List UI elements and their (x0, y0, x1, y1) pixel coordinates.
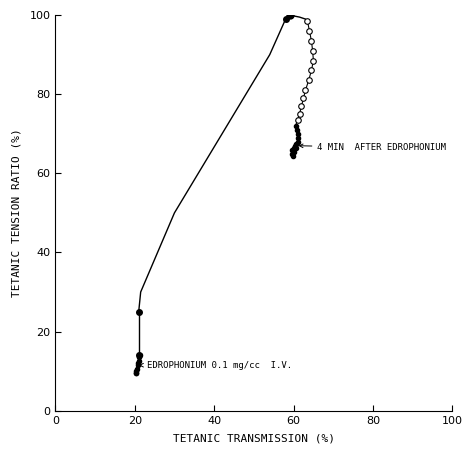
Y-axis label: TETANIC TENSION RATIO (%): TETANIC TENSION RATIO (%) (11, 128, 21, 297)
Text: 4 MIN  AFTER EDROPHONIUM: 4 MIN AFTER EDROPHONIUM (300, 143, 447, 152)
Text: EDROPHONIUM 0.1 mg/cc  I.V.: EDROPHONIUM 0.1 mg/cc I.V. (140, 361, 292, 370)
X-axis label: TETANIC TRANSMISSION (%): TETANIC TRANSMISSION (%) (173, 434, 335, 444)
